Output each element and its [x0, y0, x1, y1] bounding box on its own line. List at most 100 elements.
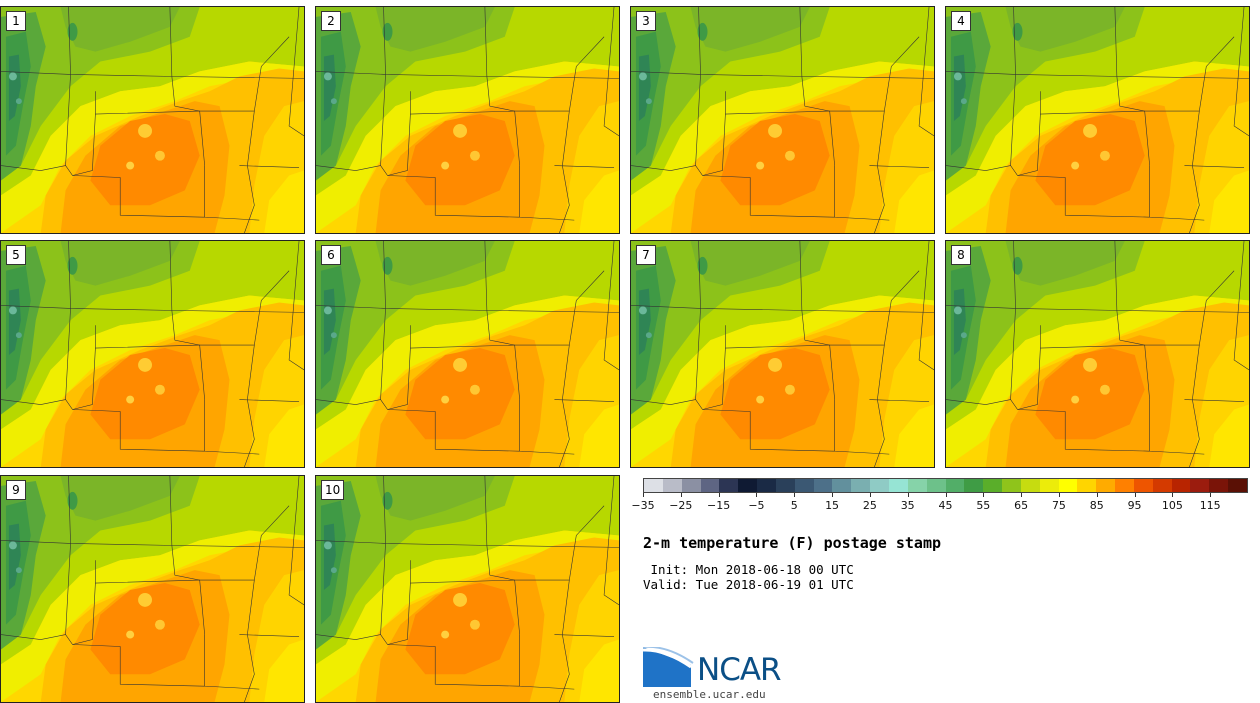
colorbar-tick: [718, 493, 720, 497]
colorbar-tick-label: −5: [748, 499, 765, 512]
colorbar-swatch: [1133, 479, 1153, 492]
colorbar-swatch: [644, 479, 663, 492]
panel-number: 8: [951, 245, 971, 265]
temperature-map: [1, 476, 304, 702]
colorbar-swatch: [1039, 479, 1059, 492]
colorbar-swatch: [964, 479, 984, 492]
temperature-map: [1, 7, 304, 233]
panel-number: 1: [6, 11, 26, 31]
colorbar-swatch: [662, 479, 682, 492]
forecast-panel[interactable]: 9: [0, 475, 305, 703]
panel-number: 3: [636, 11, 656, 31]
colorbar-tick-label: 25: [862, 499, 877, 512]
colorbar-tick: [945, 493, 947, 497]
colorbar-ticks: −35 −25 −15 −5 5 15 25 35 45 55 65 75 85 95 105 115: [631, 493, 1248, 513]
temperature-map: [631, 241, 934, 467]
colorbar-swatch: [1209, 479, 1229, 492]
colorbar-swatch: [1058, 479, 1078, 492]
colorbar-swatch: [1077, 479, 1097, 492]
colorbar-tick: [1172, 493, 1174, 497]
colorbar-tick-label: 35: [900, 499, 915, 512]
colorbar-swatch: [945, 479, 965, 492]
colorbar-swatch: [1171, 479, 1191, 492]
temperature-map: [316, 7, 619, 233]
valid-time: Valid: Tue 2018-06-19 01 UTC: [643, 577, 854, 592]
colorbar-swatch: [851, 479, 871, 492]
colorbar-tick-label: 75: [1051, 499, 1066, 512]
colorbar-swatch: [757, 479, 776, 492]
colorbar-tick-label: −35: [631, 499, 655, 512]
colorbar-swatch: [681, 479, 701, 492]
site-url[interactable]: ensemble.ucar.edu: [653, 688, 766, 701]
colorbar-tick: [1210, 493, 1212, 497]
colorbar: [643, 478, 1248, 493]
forecast-panel[interactable]: 8: [945, 240, 1250, 468]
colorbar-tick: [1058, 493, 1060, 497]
temperature-map: [946, 7, 1249, 233]
panel-number: 4: [951, 11, 971, 31]
forecast-panel[interactable]: 1: [0, 6, 305, 234]
colorbar-swatch: [813, 479, 833, 492]
colorbar-swatch: [832, 479, 852, 492]
panel-number: 2: [321, 11, 341, 31]
forecast-panel[interactable]: 2: [315, 6, 620, 234]
colorbar-swatch: [775, 479, 795, 492]
colorbar-tick: [1134, 493, 1136, 497]
colorbar-swatch: [1096, 479, 1116, 492]
panel-number: 6: [321, 245, 341, 265]
colorbar-swatch: [1152, 479, 1172, 492]
panel-number: 9: [6, 480, 26, 500]
temperature-map: [946, 241, 1249, 467]
colorbar-tick-label: −15: [707, 499, 731, 512]
temperature-map: [316, 476, 619, 702]
temperature-map: [631, 7, 934, 233]
forecast-panel[interactable]: 3: [630, 6, 935, 234]
panel-number: 7: [636, 245, 656, 265]
forecast-panel[interactable]: 10: [315, 475, 620, 703]
colorbar-tick-label: 5: [790, 499, 798, 512]
colorbar-tick: [1096, 493, 1098, 497]
colorbar-swatch: [983, 479, 1003, 492]
colorbar-tick: [680, 493, 682, 497]
colorbar-swatch: [907, 479, 927, 492]
colorbar-tick-label: 85: [1089, 499, 1104, 512]
forecast-panel[interactable]: 7: [630, 240, 935, 468]
chart-title: 2-m temperature (F) postage stamp: [643, 534, 942, 552]
colorbar-swatch: [1115, 479, 1134, 492]
colorbar-tick-label: 95: [1127, 499, 1142, 512]
colorbar-swatch: [888, 479, 908, 492]
colorbar-tick: [832, 493, 834, 497]
colorbar-tick-label: 65: [1014, 499, 1029, 512]
colorbar-tick-label: 45: [938, 499, 953, 512]
init-time: Init: Mon 2018-06-18 00 UTC: [643, 562, 854, 577]
colorbar-tick: [1021, 493, 1023, 497]
colorbar-swatch: [700, 479, 720, 492]
logo-text: NCAR: [697, 652, 782, 688]
colorbar-swatch: [870, 479, 889, 492]
colorbar-swatch: [1002, 479, 1021, 492]
colorbar-tick: [983, 493, 985, 497]
panel-number: 5: [6, 245, 26, 265]
colorbar-tick: [869, 493, 871, 497]
colorbar-swatch: [1190, 479, 1210, 492]
colorbar-tick-label: −25: [669, 499, 693, 512]
colorbar-tick-label: 105: [1161, 499, 1183, 512]
colorbar-tick-label: 55: [976, 499, 991, 512]
temperature-map: [316, 241, 619, 467]
forecast-panel[interactable]: 6: [315, 240, 620, 468]
colorbar-tick-label: 115: [1199, 499, 1221, 512]
colorbar-swatch: [926, 479, 946, 492]
colorbar-tick: [643, 493, 644, 497]
forecast-panel[interactable]: 4: [945, 6, 1250, 234]
colorbar-tick-label: 15: [825, 499, 840, 512]
forecast-panel[interactable]: 5: [0, 240, 305, 468]
colorbar-tick: [907, 493, 909, 497]
colorbar-tick: [756, 493, 758, 497]
colorbar-swatch: [719, 479, 739, 492]
colorbar-swatch: [1228, 479, 1247, 492]
temperature-map: [1, 241, 304, 467]
colorbar-swatch: [1020, 479, 1040, 492]
colorbar-swatch: [738, 479, 758, 492]
colorbar-tick: [794, 493, 796, 497]
ncar-logo-icon[interactable]: [643, 647, 803, 695]
